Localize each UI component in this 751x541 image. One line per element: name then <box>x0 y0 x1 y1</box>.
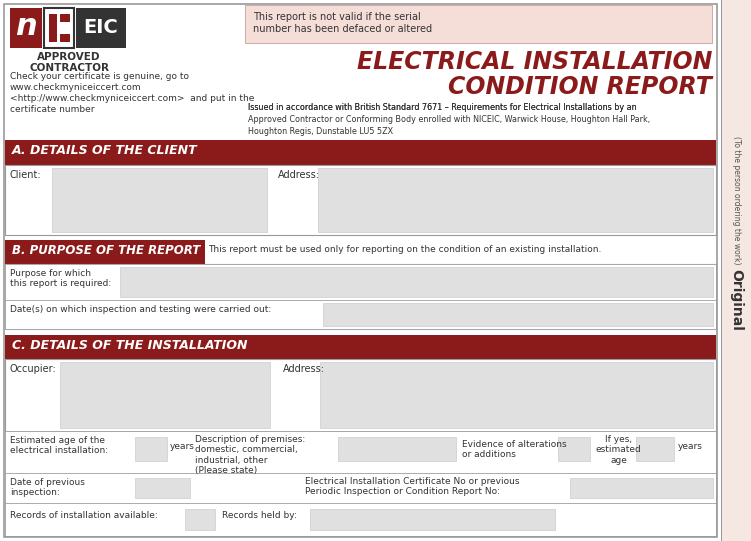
Bar <box>5 335 716 359</box>
Bar <box>10 8 42 48</box>
Text: Records of installation available:: Records of installation available: <box>10 511 158 520</box>
Text: years: years <box>170 442 195 451</box>
Text: ELECTRICAL INSTALLATION: ELECTRICAL INSTALLATION <box>357 50 712 74</box>
Bar <box>135 478 190 498</box>
Text: CONTRACTOR: CONTRACTOR <box>29 63 109 73</box>
Text: years: years <box>678 442 703 451</box>
Bar <box>5 503 716 536</box>
Text: Original: Original <box>729 269 743 331</box>
Text: Check your certificate is genuine, go to: Check your certificate is genuine, go to <box>10 72 189 81</box>
Text: Date of previous
inspection:: Date of previous inspection: <box>10 478 85 497</box>
Text: EIC: EIC <box>83 18 119 37</box>
Text: (To the person ordering the work): (To the person ordering the work) <box>731 136 740 264</box>
Text: Client:: Client: <box>10 170 41 180</box>
Bar <box>44 8 74 48</box>
Bar <box>558 437 590 461</box>
Text: Evidence of alterations
or additions: Evidence of alterations or additions <box>462 440 566 459</box>
Text: This report is not valid if the serial: This report is not valid if the serial <box>253 12 421 22</box>
Bar <box>338 437 456 461</box>
Text: Address:: Address: <box>278 170 320 180</box>
Text: Approved Contractor or Conforming Body enrolled with NICEIC, Warwick House, Houg: Approved Contractor or Conforming Body e… <box>248 115 650 124</box>
Text: Occupier:: Occupier: <box>10 364 57 374</box>
Bar <box>5 431 716 432</box>
Bar <box>5 300 716 329</box>
Text: www.checkmyniceiccert.com: www.checkmyniceiccert.com <box>10 83 142 92</box>
Bar <box>76 8 126 48</box>
Bar <box>120 267 713 297</box>
Bar <box>52 168 267 232</box>
Bar <box>5 264 716 329</box>
Text: Date(s) on which inspection and testing were carried out:: Date(s) on which inspection and testing … <box>10 305 271 314</box>
Bar <box>185 509 215 530</box>
Text: Records held by:: Records held by: <box>222 511 297 520</box>
Text: If yes,
estimated
age: If yes, estimated age <box>596 435 642 465</box>
Text: A. DETAILS OF THE CLIENT: A. DETAILS OF THE CLIENT <box>12 144 198 157</box>
Bar <box>5 264 716 300</box>
Bar <box>60 362 270 428</box>
Text: n: n <box>15 12 37 41</box>
Bar <box>636 437 674 461</box>
Bar <box>721 0 751 541</box>
Bar <box>310 509 555 530</box>
Bar <box>37 8 42 48</box>
Text: C. DETAILS OF THE INSTALLATION: C. DETAILS OF THE INSTALLATION <box>12 339 248 352</box>
Text: B. PURPOSE OF THE REPORT: B. PURPOSE OF THE REPORT <box>12 244 201 257</box>
Text: Issued in accordance with British Standard 7671 – Requirements for Electrical In: Issued in accordance with British Standa… <box>248 103 637 112</box>
Bar <box>135 437 167 461</box>
Bar <box>245 5 712 43</box>
Text: Purpose for which
this report is required:: Purpose for which this report is require… <box>10 269 111 288</box>
Text: Issued in accordance with British Standard 7671 – Requirements for Electrical In: Issued in accordance with British Standa… <box>248 103 637 112</box>
Text: Electrical Installation Certificate No or previous
Periodic Inspection or Condit: Electrical Installation Certificate No o… <box>305 477 520 497</box>
Bar <box>5 431 716 473</box>
Bar <box>5 359 716 536</box>
Bar <box>5 165 716 235</box>
Text: Address:: Address: <box>283 364 325 374</box>
Text: APPROVED: APPROVED <box>38 52 101 62</box>
Bar <box>60 14 70 42</box>
Bar <box>320 362 713 428</box>
Bar <box>5 140 716 165</box>
Text: Estimated age of the
electrical installation:: Estimated age of the electrical installa… <box>10 436 108 456</box>
Text: Description of premises:
domestic, commercial,
industrial, other
(Please state): Description of premises: domestic, comme… <box>195 435 305 475</box>
Text: CONDITION REPORT: CONDITION REPORT <box>448 75 712 99</box>
Bar <box>5 473 716 503</box>
Text: Houghton Regis, Dunstable LU5 5ZX: Houghton Regis, Dunstable LU5 5ZX <box>248 127 393 136</box>
Bar <box>323 303 713 326</box>
Bar <box>721 0 722 541</box>
Text: number has been defaced or altered: number has been defaced or altered <box>253 24 432 34</box>
Bar <box>318 168 713 232</box>
Bar <box>5 240 205 264</box>
Bar <box>49 14 57 42</box>
Text: This report must be used only for reporting on the condition of an existing inst: This report must be used only for report… <box>208 245 602 254</box>
Bar <box>60 22 70 34</box>
Text: certificate number: certificate number <box>10 105 95 114</box>
Text: <http://www.checkmyniceiccert.com>  and put in the: <http://www.checkmyniceiccert.com> and p… <box>10 94 255 103</box>
Bar <box>570 478 713 498</box>
